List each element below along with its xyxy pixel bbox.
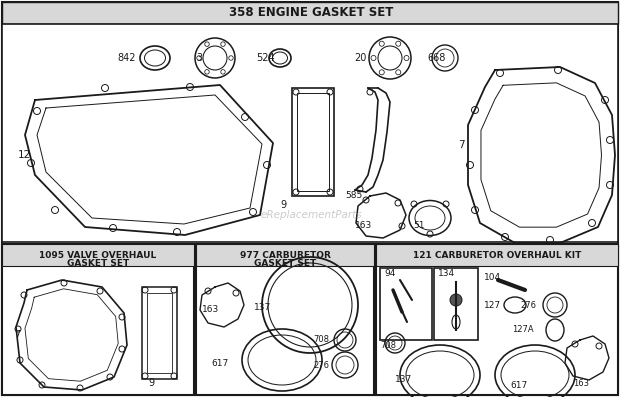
Text: 708: 708	[313, 335, 329, 345]
Bar	[434, 268, 478, 340]
Bar	[380, 268, 432, 340]
Text: 12: 12	[18, 150, 31, 160]
Text: 842: 842	[117, 53, 136, 63]
Bar	[142, 287, 177, 379]
Text: 977 CARBURETOR: 977 CARBURETOR	[239, 251, 330, 260]
Text: 1095 VALVE OVERHAUL: 1095 VALVE OVERHAUL	[40, 251, 157, 260]
Text: 9: 9	[280, 200, 286, 210]
Text: 127: 127	[484, 301, 501, 310]
Text: 7: 7	[458, 140, 464, 150]
Text: 617: 617	[510, 380, 527, 389]
Text: 121 CARBURETOR OVERHAUL KIT: 121 CARBURETOR OVERHAUL KIT	[413, 251, 581, 260]
Text: 358 ENGINE GASKET SET: 358 ENGINE GASKET SET	[229, 6, 393, 19]
Text: 94: 94	[384, 268, 396, 278]
Bar	[2, 24, 618, 242]
Text: 3: 3	[196, 53, 202, 63]
Text: 127A: 127A	[512, 326, 534, 335]
Bar	[2, 244, 194, 395]
Bar	[292, 88, 334, 196]
Text: 134: 134	[438, 268, 455, 278]
Text: 51: 51	[413, 220, 425, 229]
Bar	[147, 293, 172, 373]
Text: 524: 524	[256, 53, 275, 63]
Text: 163: 163	[202, 306, 219, 314]
Text: 163: 163	[355, 220, 372, 229]
Text: 137: 137	[395, 376, 412, 385]
Text: 617: 617	[211, 358, 228, 368]
Text: eReplacementParts: eReplacementParts	[260, 210, 362, 220]
Text: 7: 7	[14, 330, 20, 340]
Text: 585: 585	[345, 191, 362, 200]
Bar	[2, 244, 194, 266]
Bar	[297, 93, 329, 191]
Text: 9: 9	[148, 378, 154, 388]
Circle shape	[450, 294, 462, 306]
Text: GASKET SET: GASKET SET	[67, 260, 129, 268]
Text: 163: 163	[573, 378, 589, 387]
Text: 276: 276	[520, 301, 536, 310]
Bar	[196, 244, 374, 266]
Text: 668: 668	[427, 53, 445, 63]
Bar	[376, 244, 618, 395]
Bar	[196, 244, 374, 395]
Text: 708: 708	[380, 341, 396, 349]
Bar	[2, 2, 618, 24]
Text: GASKET SET: GASKET SET	[254, 260, 316, 268]
Text: 20: 20	[355, 53, 367, 63]
Bar	[376, 244, 618, 266]
Text: 137: 137	[254, 303, 272, 312]
Text: 276: 276	[313, 360, 329, 370]
Text: 104: 104	[484, 274, 501, 283]
